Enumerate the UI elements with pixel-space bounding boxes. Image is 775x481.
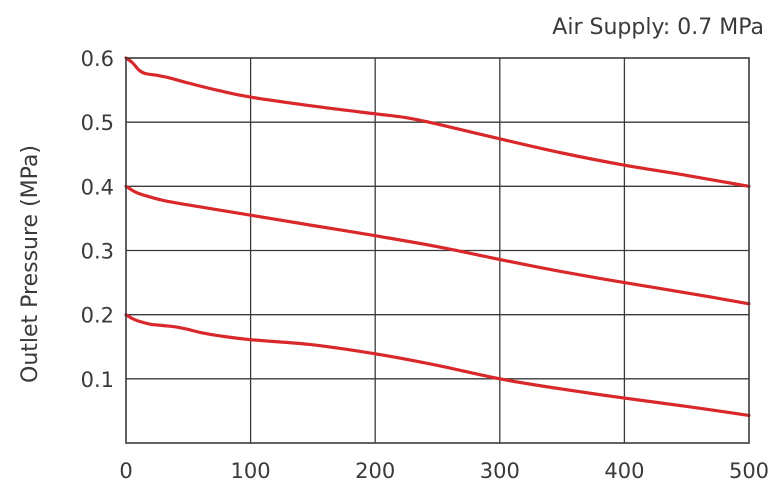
x-tick-label: 300 bbox=[480, 459, 520, 481]
series-layer bbox=[124, 56, 751, 417]
y-tick-label: 0.4 bbox=[81, 175, 114, 199]
y-tick-label: 0.3 bbox=[81, 240, 114, 264]
grid bbox=[126, 58, 749, 443]
plot-frame bbox=[125, 57, 750, 444]
x-tick-label: 500 bbox=[729, 459, 769, 481]
series-line-2 bbox=[124, 184, 751, 306]
y-tick-label: 0.6 bbox=[81, 47, 114, 71]
y-tick-labels: 0.1 0.2 0.3 0.4 0.5 0.6 bbox=[81, 47, 114, 392]
x-tick-labels: 0 100 200 300 400 500 bbox=[119, 459, 769, 481]
x-tick-label: 400 bbox=[604, 459, 644, 481]
y-axis-title: Outlet Pressure (MPa) bbox=[18, 145, 43, 383]
air-supply-annotation: Air Supply: 0.7 MPa bbox=[552, 15, 764, 40]
series-line-3 bbox=[124, 313, 751, 417]
x-tick-label: 100 bbox=[231, 459, 271, 481]
y-tick-label: 0.5 bbox=[81, 111, 114, 135]
series-line-1 bbox=[124, 56, 751, 188]
y-tick-label: 0.2 bbox=[81, 304, 114, 328]
y-tick-label: 0.1 bbox=[81, 368, 114, 392]
x-tick-label: 0 bbox=[119, 459, 132, 481]
x-tick-label: 200 bbox=[355, 459, 395, 481]
